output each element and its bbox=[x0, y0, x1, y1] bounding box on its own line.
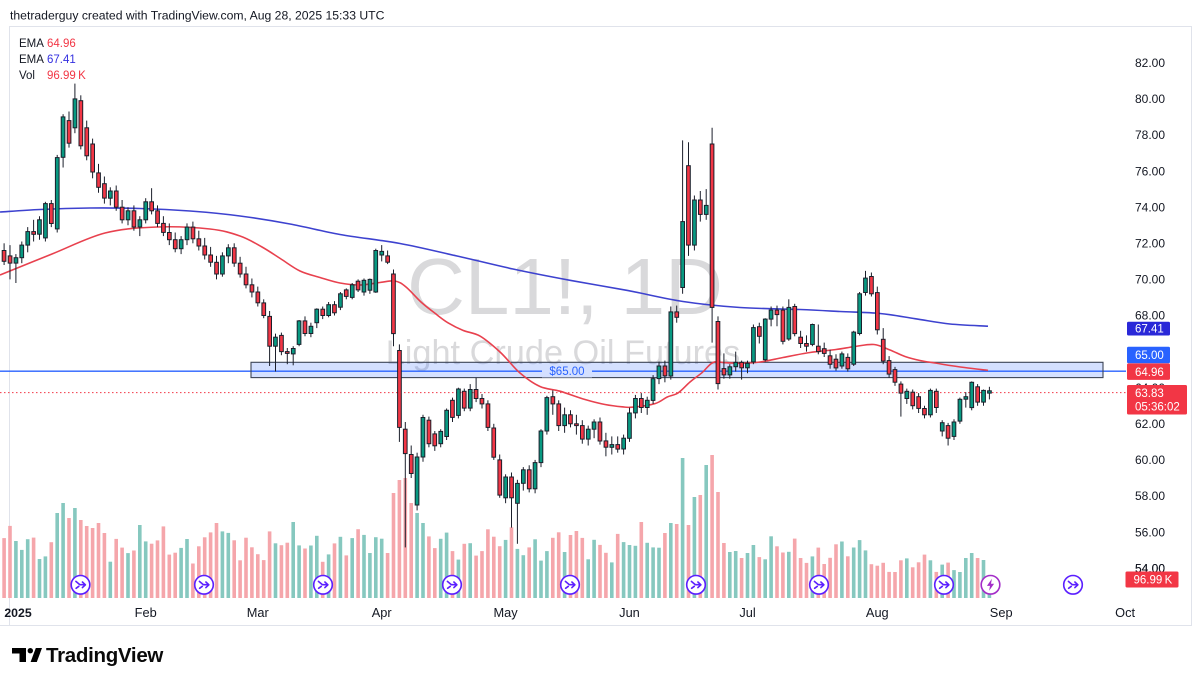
svg-text:Vol: Vol bbox=[19, 70, 35, 82]
svg-text:96.99 K: 96.99 K bbox=[47, 70, 86, 82]
svg-text:80.00: 80.00 bbox=[1135, 92, 1165, 106]
svg-text:May: May bbox=[494, 605, 519, 620]
svg-text:67.41: 67.41 bbox=[47, 54, 76, 66]
svg-text:70.00: 70.00 bbox=[1135, 273, 1165, 287]
svg-text:76.00: 76.00 bbox=[1135, 164, 1165, 178]
svg-text:TradingView: TradingView bbox=[46, 644, 163, 667]
svg-text:Jul: Jul bbox=[739, 605, 755, 620]
svg-text:Jun: Jun bbox=[619, 605, 640, 620]
svg-text:64.96: 64.96 bbox=[47, 38, 76, 50]
svg-text:thetraderguy created with Trad: thetraderguy created with TradingView.co… bbox=[10, 9, 385, 23]
svg-text:56.00: 56.00 bbox=[1135, 525, 1165, 539]
svg-text:Mar: Mar bbox=[247, 605, 270, 620]
svg-text:Aug: Aug bbox=[866, 605, 889, 620]
svg-text:EMA: EMA bbox=[19, 54, 44, 66]
svg-text:82.00: 82.00 bbox=[1135, 56, 1165, 70]
svg-text:68.00: 68.00 bbox=[1135, 309, 1165, 323]
svg-text:96.99 K: 96.99 K bbox=[1134, 575, 1173, 587]
svg-text:Oct: Oct bbox=[1115, 605, 1135, 620]
svg-text:72.00: 72.00 bbox=[1135, 237, 1165, 251]
svg-text:2025: 2025 bbox=[4, 606, 32, 620]
svg-text:58.00: 58.00 bbox=[1135, 489, 1165, 503]
svg-text:60.00: 60.00 bbox=[1135, 453, 1165, 467]
svg-text:EMA: EMA bbox=[19, 38, 44, 50]
svg-text:$65.00: $65.00 bbox=[549, 366, 584, 378]
svg-text:64.96: 64.96 bbox=[1135, 367, 1164, 379]
svg-text:Apr: Apr bbox=[372, 605, 393, 620]
svg-text:78.00: 78.00 bbox=[1135, 128, 1165, 142]
svg-text:05:36:02: 05:36:02 bbox=[1135, 402, 1180, 414]
svg-text:Feb: Feb bbox=[135, 605, 157, 620]
svg-text:67.41: 67.41 bbox=[1135, 324, 1164, 336]
svg-text:Sep: Sep bbox=[990, 605, 1013, 620]
svg-text:62.00: 62.00 bbox=[1135, 417, 1165, 431]
svg-text:65.00: 65.00 bbox=[1135, 350, 1164, 362]
svg-text:63.83: 63.83 bbox=[1135, 388, 1164, 400]
svg-text:74.00: 74.00 bbox=[1135, 200, 1165, 214]
